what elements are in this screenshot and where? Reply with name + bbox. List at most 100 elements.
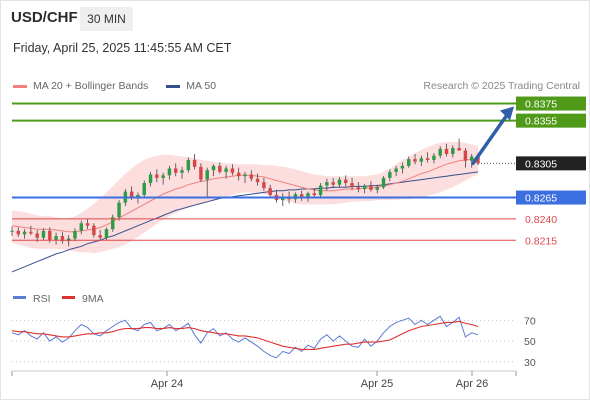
rsi-line	[11, 315, 479, 359]
rsi-panel: RSI 9MA 70 50 30	[11, 293, 536, 369]
rsi-legend: RSI 9MA	[13, 293, 104, 305]
candle-body	[117, 202, 121, 218]
candle-body	[41, 230, 46, 238]
candle-body	[325, 182, 329, 186]
candle-body	[255, 178, 260, 183]
forecast-arrow-shaft	[471, 111, 510, 166]
ma20-swatch-icon	[13, 84, 27, 88]
rsi-tick-label: 30	[524, 357, 536, 369]
candle-body	[406, 159, 411, 166]
timeframe-button[interactable]: 30 MIN	[80, 7, 133, 31]
candle-body	[394, 168, 398, 172]
symbol-title: USD/CHF	[11, 9, 78, 26]
bollinger-band	[12, 142, 478, 254]
rsi-ma-legend-label: 9MA	[82, 293, 104, 305]
candle-body	[425, 158, 430, 160]
candle-body	[155, 174, 159, 178]
target-label: 0.8375	[525, 99, 557, 111]
x-axis: Apr 24 Apr 25 Apr 26	[11, 370, 517, 390]
x-tick-label: Apr 24	[151, 378, 183, 390]
candle-body	[444, 148, 449, 154]
candle-body	[356, 187, 361, 189]
legend-ma50-label: MA 50	[186, 80, 217, 92]
candle-body	[136, 194, 140, 197]
rsi-ma-line	[11, 320, 479, 350]
candle-body	[104, 229, 109, 238]
support-label: 0.8240	[525, 214, 557, 226]
ma50-line	[11, 171, 479, 273]
candle-body	[268, 188, 272, 195]
candle-body	[192, 159, 197, 167]
rsi-tick-label: 50	[524, 336, 536, 348]
candle-body	[243, 174, 247, 177]
ma50-swatch-icon	[166, 84, 181, 88]
candle-body	[73, 230, 77, 239]
candle-body	[350, 183, 354, 188]
candle-body	[438, 148, 442, 156]
candle-body	[432, 155, 436, 160]
price-legend: MA 20 + Bollinger Bands MA 50	[13, 80, 234, 92]
candle-body	[469, 156, 474, 161]
candle-body	[199, 166, 203, 180]
price-panel: 0.8375 0.8355 0.8305 0.8265 0.8240 0.8215	[10, 96, 586, 273]
candle-body	[54, 236, 58, 241]
level-support: 0.8240	[12, 214, 557, 226]
forecast-arrow-head	[500, 106, 514, 121]
candle-body	[457, 147, 461, 151]
candle-body	[173, 168, 178, 173]
candle-body	[262, 182, 266, 189]
legend-ma20-label: MA 20 + Bollinger Bands	[33, 80, 149, 92]
candle-body	[236, 172, 241, 177]
candle-body	[48, 230, 52, 241]
candle-body	[419, 158, 424, 162]
rsi-legend-label: RSI	[33, 293, 51, 305]
candle-body	[299, 194, 304, 199]
pivot-tag	[516, 190, 586, 205]
candle-body	[16, 230, 21, 235]
candle-body	[318, 185, 323, 195]
candle-body	[211, 165, 216, 171]
current-price-tag	[516, 156, 586, 171]
support-label: 0.8215	[525, 235, 557, 247]
candle-body	[161, 175, 165, 178]
candle-body	[186, 159, 191, 171]
level-pivot: 0.8265	[12, 190, 586, 205]
x-tick-label: Apr 25	[361, 378, 393, 390]
rsi-ma-swatch-icon	[62, 296, 75, 299]
candle-body	[129, 191, 134, 197]
candle-body	[381, 177, 386, 188]
candle-body	[388, 171, 392, 178]
candle-body	[375, 187, 379, 190]
candle-body	[337, 179, 342, 185]
x-tick-label: Apr 26	[456, 378, 488, 390]
candle-body	[29, 231, 33, 234]
rsi-tick-label: 70	[524, 315, 536, 327]
candle-body	[111, 217, 115, 230]
candle-body	[331, 182, 335, 185]
level-target: 0.8355	[12, 113, 586, 128]
candle-body	[230, 168, 235, 173]
candle-body	[369, 185, 373, 190]
candle-body	[92, 225, 96, 236]
candle-body	[218, 165, 222, 172]
legend-ma20: MA 20 + Bollinger Bands	[13, 80, 148, 92]
candle-body	[249, 174, 254, 179]
candle-body	[85, 223, 90, 226]
current-price-label: 0.8305	[525, 158, 557, 170]
target-tag	[516, 113, 586, 128]
level-current: 0.8305	[478, 156, 586, 171]
candle-body	[10, 230, 14, 232]
candle-body	[148, 174, 153, 184]
credit-text: Research © 2025 Trading Central	[423, 80, 580, 92]
target-tag	[516, 96, 586, 111]
candle-body	[476, 156, 480, 164]
candle-body	[451, 147, 455, 154]
legend-ma50: MA 50	[166, 80, 216, 92]
candle-body	[312, 193, 317, 195]
target-label: 0.8355	[525, 116, 557, 128]
candle-body	[344, 179, 348, 184]
candle-body	[224, 168, 228, 172]
candle-body	[413, 159, 417, 162]
level-target: 0.8375	[12, 96, 586, 111]
candle-body	[142, 183, 146, 195]
